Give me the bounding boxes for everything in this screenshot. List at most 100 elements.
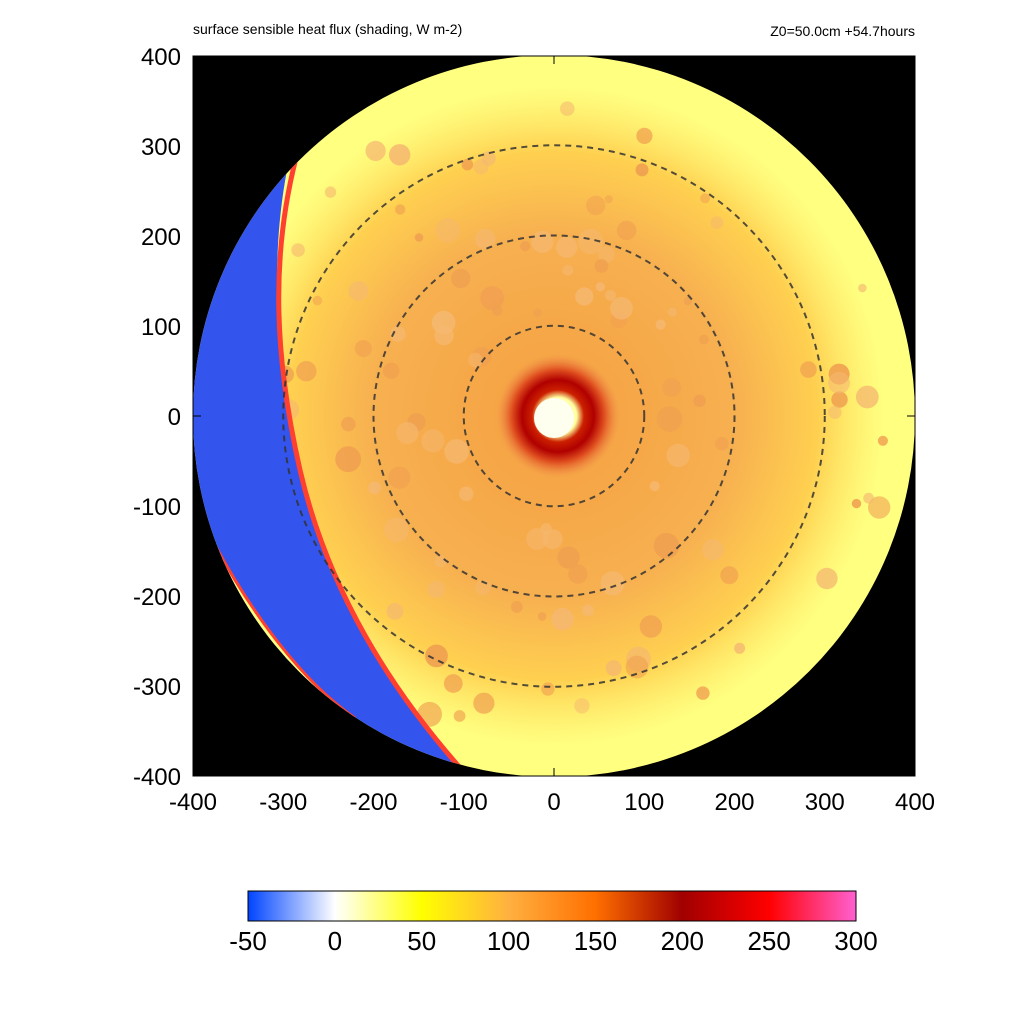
heat-flux-field <box>193 56 915 776</box>
convective-patch <box>324 186 337 198</box>
x-tick-label: -100 <box>440 789 488 816</box>
convective-patch <box>395 204 406 215</box>
x-tick-label: 400 <box>895 789 935 816</box>
convective-patch <box>458 486 474 502</box>
convective-patch <box>696 686 710 700</box>
convective-patch <box>533 308 542 318</box>
storm-eye <box>534 398 574 438</box>
x-tick-label: 0 <box>547 789 560 816</box>
convective-patch <box>541 682 555 696</box>
convective-patch <box>520 241 531 252</box>
convective-patch <box>574 698 590 714</box>
convective-patch <box>639 615 663 638</box>
colorbar-tick-label: 150 <box>574 926 617 956</box>
y-tick-label: 0 <box>168 404 181 431</box>
radius-contours <box>282 144 826 688</box>
convective-patch <box>715 436 729 451</box>
convective-patch <box>610 297 633 320</box>
convective-patch <box>702 539 724 561</box>
convective-patch <box>396 422 419 445</box>
convective-patch <box>851 498 862 509</box>
convective-patch <box>604 195 613 204</box>
convective-patch <box>649 481 660 492</box>
convective-patch <box>335 446 362 473</box>
convective-patch <box>348 281 369 301</box>
x-tick-label: -200 <box>349 789 397 816</box>
y-tick-label: -400 <box>133 764 181 791</box>
radius-contour <box>282 144 826 688</box>
convective-patch <box>594 259 609 273</box>
x-tick-label: 100 <box>624 789 664 816</box>
y-tick-label: 300 <box>141 134 181 161</box>
radius-contour <box>372 234 736 598</box>
convective-patch <box>581 604 594 617</box>
convective-patch <box>653 532 680 559</box>
y-tick-label: -100 <box>133 494 181 521</box>
chart-subtitle: Z0=50.0cm +54.7hours <box>770 23 915 39</box>
convective-patch <box>557 546 580 569</box>
convective-patch <box>662 378 682 397</box>
convective-patch <box>365 140 386 161</box>
y-tick-label: -200 <box>133 584 181 611</box>
y-tick-label: 200 <box>141 224 181 251</box>
radius-contour <box>462 324 646 508</box>
convective-patch <box>863 492 874 504</box>
convective-patch <box>444 439 469 464</box>
convective-patch <box>491 305 503 316</box>
convective-patch <box>427 580 445 598</box>
convective-patch <box>388 466 411 489</box>
convective-patch <box>461 158 474 171</box>
convective-patch <box>451 268 471 289</box>
convective-patch <box>816 567 838 590</box>
convective-patch <box>556 236 578 258</box>
convective-patch <box>668 307 677 317</box>
convective-patch <box>699 334 709 345</box>
convective-patch <box>383 517 409 543</box>
secondary-front-line <box>213 544 356 720</box>
x-axis: -400 -300 -200 -100 0 100 200 300 400 <box>169 56 935 816</box>
convective-patch <box>468 352 483 368</box>
colorbar-tick-label: 200 <box>661 926 704 956</box>
convective-patch <box>312 295 323 306</box>
convective-patch <box>616 220 637 241</box>
convective-patch <box>586 195 606 216</box>
convective-patch <box>383 362 400 379</box>
convective-patch <box>636 127 653 144</box>
convective-patch <box>540 523 552 535</box>
convective-patch <box>656 406 683 432</box>
convective-patch <box>431 310 456 335</box>
convective-patch <box>480 286 504 310</box>
convective-patch <box>368 481 382 495</box>
convective-patch <box>551 607 574 631</box>
convective-patch <box>562 264 574 276</box>
convective-patch <box>453 710 466 722</box>
convective-patch <box>800 361 817 378</box>
convective-patch <box>683 297 692 306</box>
y-axis: 400 300 200 100 0 -100 -200 -300 -400 <box>133 44 915 791</box>
convective-patch <box>858 283 867 293</box>
x-tick-label: -300 <box>259 789 307 816</box>
convective-patch <box>598 246 615 263</box>
convective-patch <box>414 233 424 242</box>
convective-patch <box>635 163 649 177</box>
convective-patch <box>700 193 711 204</box>
colorbar-tick-label: 50 <box>407 926 436 956</box>
convective-patch <box>434 554 447 568</box>
y-tick-label: 400 <box>141 44 181 71</box>
convective-patch <box>595 282 605 292</box>
convective-patch <box>734 642 746 654</box>
convective-patch <box>341 416 356 432</box>
convective-patch <box>855 385 879 409</box>
y-tick-label: 100 <box>141 314 181 341</box>
convective-patch <box>568 564 588 584</box>
colorbar: -50 0 50 100 150 200 250 300 <box>229 890 878 956</box>
convective-patch <box>443 674 463 693</box>
convective-patch <box>389 144 411 166</box>
convective-patch <box>296 361 317 382</box>
convective-patch <box>510 600 523 613</box>
colorbar-ticks: -50 0 50 100 150 200 250 300 <box>229 926 877 956</box>
convective-patch <box>868 496 891 519</box>
convective-patch <box>473 159 489 175</box>
x-tick-label: 300 <box>805 789 845 816</box>
